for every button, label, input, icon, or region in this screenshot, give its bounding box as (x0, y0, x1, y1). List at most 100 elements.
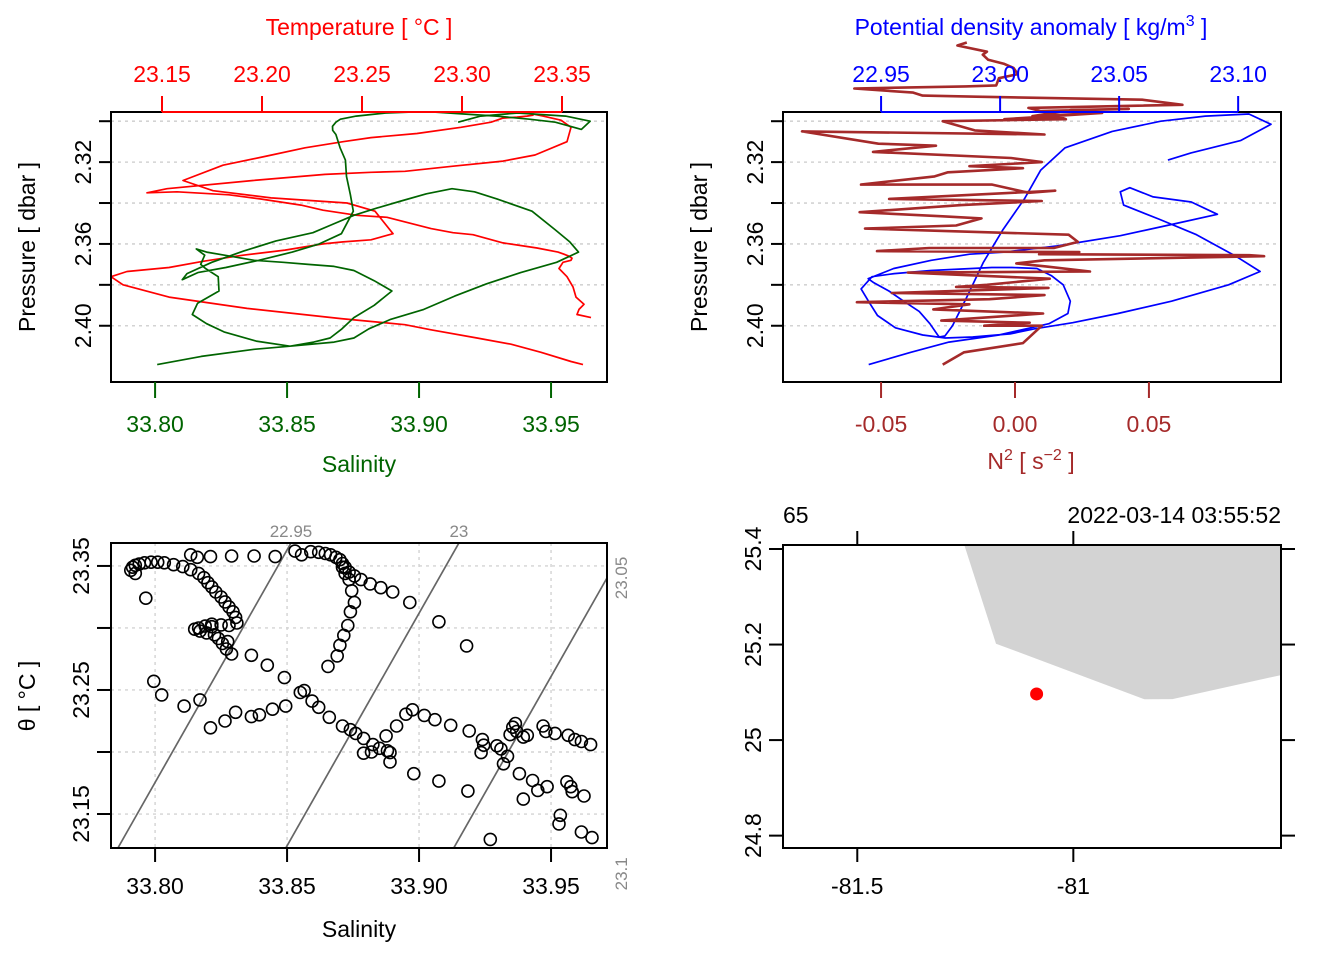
ts-point (512, 766, 527, 781)
density-title-end: ] (1195, 14, 1208, 40)
ts-point (540, 779, 554, 794)
ts-point (176, 559, 190, 574)
ts-point (322, 710, 337, 725)
ts-point (335, 560, 350, 575)
ts-point (496, 756, 511, 771)
ts-point (137, 555, 152, 570)
ts-point (389, 719, 404, 733)
ts-point (443, 718, 458, 733)
ts-point (583, 737, 598, 752)
ts-point (278, 699, 293, 713)
ts-point (366, 737, 380, 752)
ts-point (252, 707, 267, 722)
y-tick-label: 2.36 (742, 222, 768, 267)
ts-point (462, 724, 477, 738)
lat-tick-label: 25.4 (740, 526, 766, 571)
x-tick-label: 0.05 (1127, 411, 1172, 437)
ts-point (166, 557, 181, 572)
ts-point (548, 726, 562, 741)
ts-point (461, 784, 475, 798)
y-tick-label: 2.40 (742, 303, 768, 348)
ts-points (124, 544, 599, 847)
ts-point (494, 742, 508, 756)
ts-point (567, 732, 582, 747)
top-tick-label: 22.95 (852, 61, 910, 87)
ts-point (577, 789, 591, 803)
top-tick-label: 23.35 (533, 61, 591, 87)
ts-point (483, 832, 498, 847)
salinity-axis-title: Salinity (322, 451, 397, 477)
series-n2 (800, 41, 1266, 366)
ts-point (265, 702, 280, 717)
ts-point (356, 746, 371, 761)
grid (111, 543, 607, 848)
ts-point (432, 774, 446, 788)
density-title-sup: 3 (1186, 13, 1195, 30)
profile-lines (800, 41, 1272, 366)
pressure-gridlines (111, 120, 607, 327)
station-marker (1030, 687, 1044, 701)
ts-point (490, 738, 504, 753)
coastline (964, 545, 1281, 700)
ts-point (428, 712, 442, 727)
n2-title-mid: [ s (1013, 448, 1044, 474)
ts-point (150, 555, 165, 570)
plot-frame (110, 542, 608, 849)
ts-point (203, 549, 218, 564)
series-potential-density-anomaly (860, 113, 1272, 366)
n2-title-sup: 2 (1004, 447, 1013, 464)
density-axis-title: Potential density anomaly [ kg/m3 ] (855, 13, 1208, 40)
isopycnal-label: 22.95 (270, 522, 313, 541)
ts-point (125, 560, 140, 575)
ts-point (474, 745, 488, 760)
pressure-axis: 2.32 2.36 2.40 (70, 120, 111, 348)
ts-point (205, 619, 219, 634)
ts-point (214, 618, 228, 632)
salinity-axis: 33.80 33.85 33.90 33.95 (126, 382, 580, 437)
top-tick-label: 23.30 (433, 61, 491, 87)
ts-point (230, 616, 244, 630)
map-axes: -81.5 -81 24.8 25 25.2 25.4 (740, 526, 1295, 899)
ts-point (516, 792, 531, 806)
x-tick-label: 33.80 (126, 411, 184, 437)
ts-point (530, 783, 545, 798)
ts-point (574, 734, 589, 749)
y-tick-label: 2.36 (70, 222, 96, 267)
ts-point (244, 709, 259, 724)
ts-point (335, 556, 350, 571)
panel-n2-density-profile: 2.32 2.36 2.40 -0.05 0.00 0.05 22.95 23.00 23.… (686, 13, 1282, 474)
temperature-axis-title: Temperature [ °C ] (266, 14, 453, 40)
series-salinity (157, 111, 591, 366)
top-tick-label: 23.00 (971, 61, 1029, 87)
top-tick-label: 23.15 (133, 61, 191, 87)
station-number-label: 65 (783, 502, 809, 528)
n2-axis: -0.05 0.00 0.05 (855, 382, 1171, 437)
panel-ts-profile: 2.322.362.40 33.80 33.85 33.90 33.95 23.15 2… (14, 14, 608, 477)
isopycnals (116, 543, 607, 848)
lat-tick-label: 25.2 (740, 622, 766, 667)
ts-point (277, 670, 292, 685)
x-tick-label: 33.80 (126, 873, 184, 899)
lon-tick-label: -81.5 (831, 873, 883, 899)
ts-point (247, 549, 261, 563)
ts-point (379, 729, 393, 743)
density-title-main: Potential density anomaly [ kg/m (855, 14, 1186, 40)
ts-point (574, 825, 589, 839)
x-tick-label: 33.90 (390, 873, 448, 899)
ts-point (183, 547, 198, 562)
salinity-axis: 33.80 33.85 33.90 33.95 (126, 848, 580, 899)
density-axis: 22.95 23.00 23.05 23.10 (852, 61, 1267, 113)
ts-point (335, 719, 350, 733)
ts-point (147, 674, 161, 689)
ts-point (294, 547, 309, 562)
ts-point (190, 550, 205, 565)
lat-tick-label: 25 (740, 727, 766, 753)
isopycnal-label: 23.1 (612, 857, 631, 890)
ts-point (268, 549, 283, 564)
ts-point (364, 745, 379, 759)
isopycnal-labels: 22.95 23 23.05 23.1 (270, 522, 631, 890)
ts-point (183, 562, 198, 577)
y-tick-label: 23.15 (68, 785, 94, 843)
ts-point (373, 580, 388, 595)
